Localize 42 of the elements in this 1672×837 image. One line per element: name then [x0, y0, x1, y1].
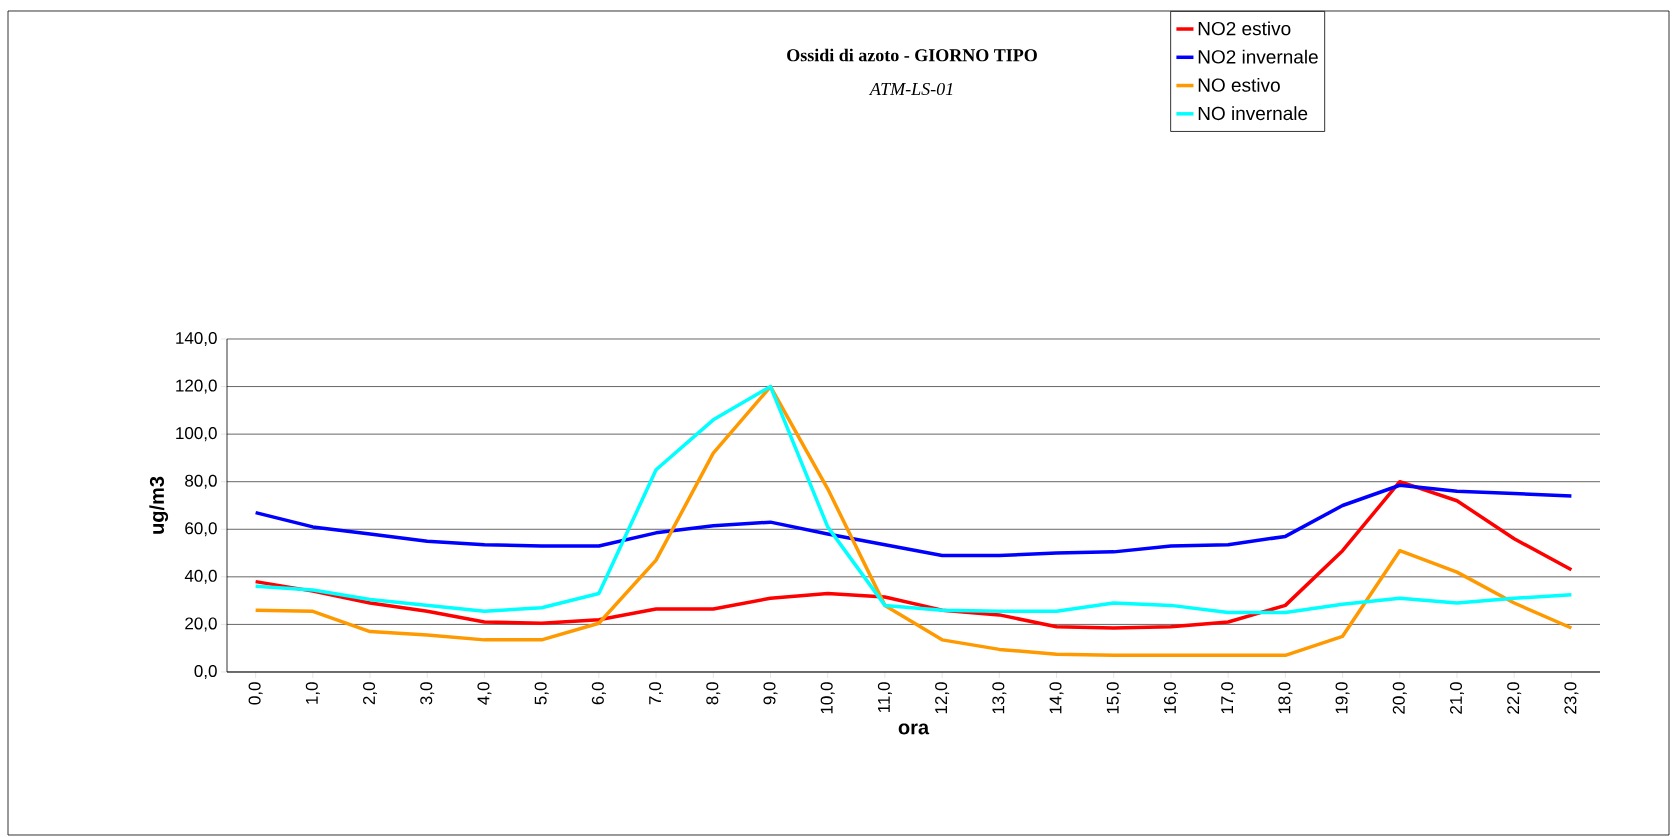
x-tick-label: 14,0 — [1049, 682, 1064, 714]
y-tick-label: 20,0 — [185, 617, 217, 632]
chart-title: Ossidi di azoto - GIORNO TIPO — [787, 48, 1037, 62]
y-tick-label: 140,0 — [176, 331, 217, 347]
x-tick-label: 7,0 — [649, 682, 664, 705]
x-tick-label: 6,0 — [591, 682, 606, 705]
y-tick-label: 0,0 — [194, 664, 217, 680]
y-axis-title: ug/m3 — [149, 476, 169, 534]
legend-label: NO estivo — [1198, 77, 1280, 92]
x-tick-label: 23,0 — [1564, 682, 1579, 714]
x-tick-label: 4,0 — [477, 682, 492, 705]
x-tick-label: 12,0 — [935, 682, 950, 714]
x-tick-label: 8,0 — [706, 682, 721, 705]
x-axis-title: ora — [898, 723, 930, 735]
line-series — [253, 483, 1574, 558]
x-tick-label: 20,0 — [1392, 682, 1407, 714]
x-tick-label: 22,0 — [1507, 682, 1522, 714]
y-tick-label: 100,0 — [176, 427, 217, 442]
x-tick-label: 17,0 — [1221, 682, 1236, 714]
x-tick-label: 9,0 — [763, 682, 778, 705]
x-tick-label: 2,0 — [363, 682, 378, 705]
y-tick-label: 40,0 — [184, 569, 217, 584]
y-tick-label: 60,0 — [185, 522, 217, 537]
legend-label: NO invernale — [1198, 106, 1308, 121]
x-tick-label: 18,0 — [1278, 682, 1293, 714]
legend-label: NO2 invernale — [1198, 49, 1318, 64]
line-series — [253, 479, 1574, 630]
x-tick-label: 13,0 — [992, 682, 1007, 714]
x-tick-label: 21,0 — [1449, 682, 1465, 714]
legend-label: NO2 estivo — [1198, 21, 1291, 36]
x-tick-label: 16,0 — [1163, 682, 1178, 714]
x-tick-label: 11,0 — [877, 682, 892, 713]
x-tick-label: 0,0 — [248, 682, 263, 705]
chart-subtitle: ATM-LS-01 — [868, 82, 953, 96]
x-tick-label: 1,0 — [305, 682, 320, 704]
y-tick-label: 120,0 — [176, 379, 217, 394]
x-tick-label: 19,0 — [1335, 682, 1350, 714]
x-tick-label: 10,0 — [820, 682, 835, 714]
y-tick-label: 80,0 — [185, 474, 217, 489]
x-tick-label: 15,0 — [1106, 682, 1121, 714]
x-tick-label: 3,0 — [420, 682, 435, 705]
x-tick-label: 5,0 — [534, 682, 549, 705]
